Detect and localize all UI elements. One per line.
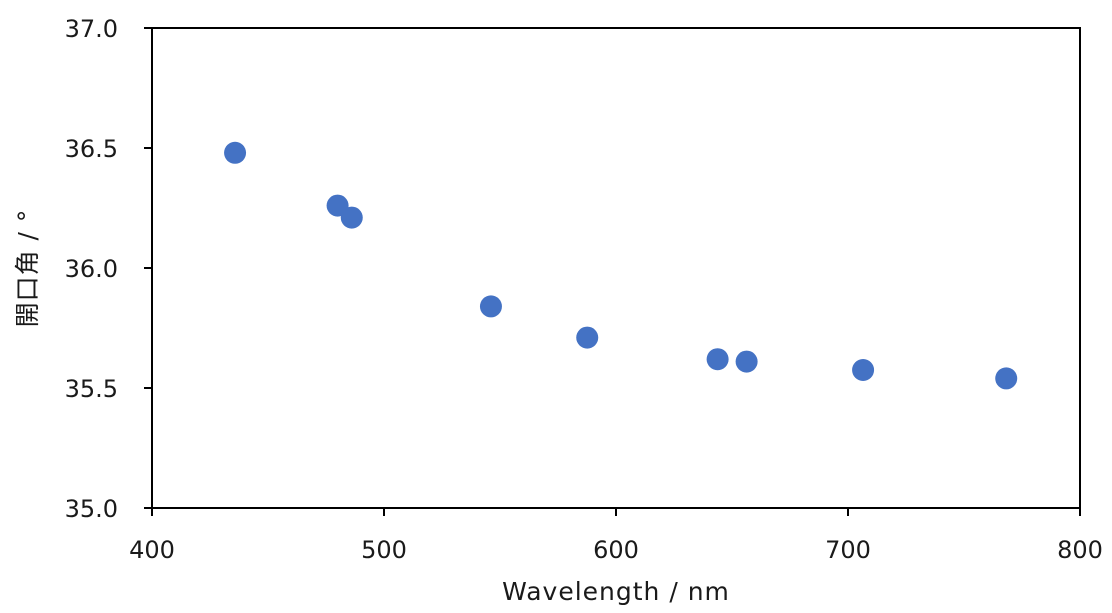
x-axis-ticks: 400 500 600 700 800	[129, 508, 1103, 564]
plot-area	[151, 27, 1081, 509]
data-point	[735, 350, 758, 373]
x-tick-label: 400	[129, 536, 175, 564]
x-tick-label: 500	[361, 536, 407, 564]
data-point	[706, 348, 729, 371]
x-tick-label: 700	[825, 536, 871, 564]
y-axis-title: 開口角 / °	[13, 209, 42, 328]
data-point	[576, 326, 599, 349]
data-point	[340, 206, 363, 229]
data-point	[995, 367, 1018, 390]
y-tick-label: 36.5	[65, 135, 118, 163]
y-axis-ticks: 35.0 35.5 36.0 36.5 37.0	[65, 15, 152, 523]
y-tick-label: 35.5	[65, 375, 118, 403]
x-axis-title: Wavelength / nm	[502, 577, 730, 606]
x-tick-label: 600	[593, 536, 639, 564]
y-tick-label: 36.0	[65, 255, 118, 283]
x-tick-label: 800	[1057, 536, 1103, 564]
data-point	[852, 359, 875, 381]
y-tick-label: 37.0	[65, 15, 118, 43]
data-points	[224, 141, 1018, 390]
data-point	[224, 141, 247, 164]
y-tick-label: 35.0	[65, 495, 118, 523]
data-point	[479, 295, 502, 318]
